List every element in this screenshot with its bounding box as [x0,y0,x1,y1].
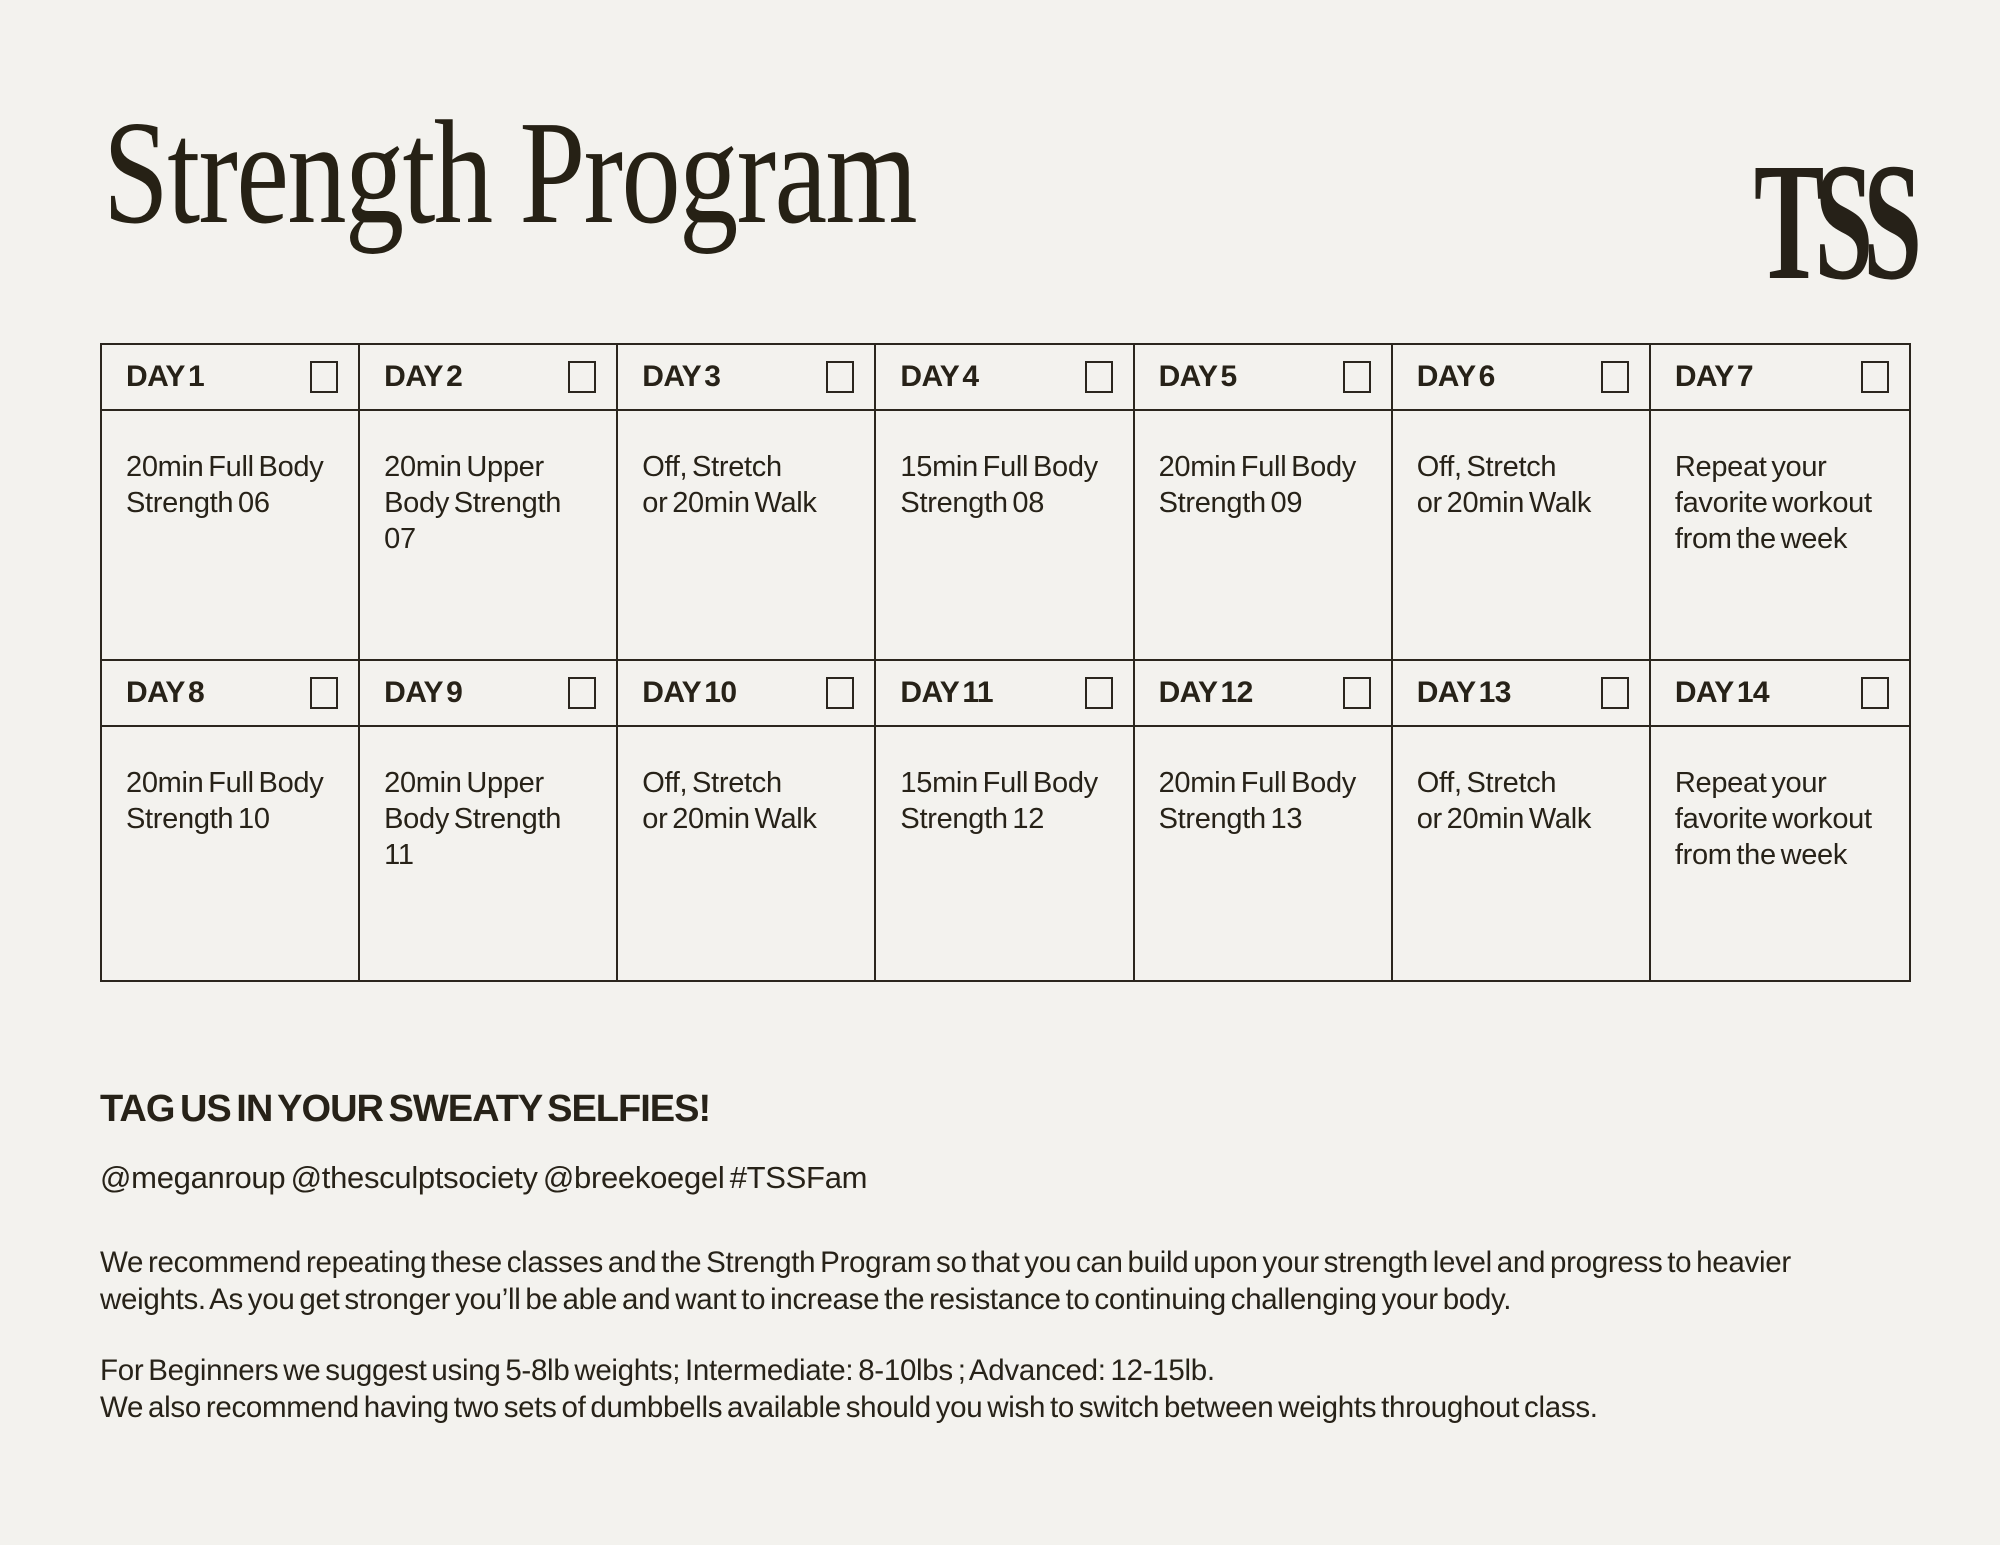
day-checkbox[interactable] [568,677,597,709]
weights-paragraph: For Beginners we suggest using 5-8lb wei… [100,1354,1598,1424]
activity-text: 20min Upper Body Strength 07 [384,451,562,555]
day-checkbox[interactable] [1860,677,1889,709]
day-header-10: DAY 10 [618,661,877,727]
day-activity-2: 20min Upper Body Strength 07 [360,411,619,661]
day-header-9: DAY 9 [360,661,619,727]
day-label: DAY 14 [1674,676,1770,709]
day-checkbox[interactable] [1084,361,1113,393]
activity-text: 15min Full Body Strength 12 [900,767,1098,835]
day-header-5: DAY 5 [1134,345,1393,411]
activity-text: Off, Stretch or 20min Walk [1416,767,1592,835]
activity-text: Repeat your favorite workout from the we… [1674,767,1872,871]
day-activity-1: 20min Full Body Strength 06 [102,411,361,661]
day-label: DAY 13 [1416,676,1512,709]
day-header-4: DAY 4 [876,345,1135,411]
day-label: DAY 8 [126,676,205,709]
day-header-13: DAY 13 [1392,661,1651,727]
day-checkbox[interactable] [1342,361,1371,393]
day-activity-10: Off, Stretch or 20min Walk [618,727,877,980]
day-checkbox[interactable] [1342,677,1371,709]
day-checkbox[interactable] [1084,677,1113,709]
day-activity-6: Off, Stretch or 20min Walk [1392,411,1651,661]
day-label: DAY 6 [1416,360,1496,393]
day-header-1: DAY 1 [102,345,361,411]
day-header-11: DAY 11 [876,661,1135,727]
day-checkbox[interactable] [1860,361,1889,393]
day-activity-7: Repeat your favorite workout from the we… [1650,411,1909,661]
day-label: DAY 10 [642,676,737,709]
activity-text: Off, Stretch or 20min Walk [642,767,817,835]
social-handles: @meganroup @thesculptsociety @breekoegel… [100,1160,868,1195]
day-activity-5: 20min Full Body Strength 09 [1134,411,1393,661]
recommendation-paragraph: We recommend repeating these classes and… [100,1246,1791,1316]
day-label: DAY 3 [642,360,721,393]
day-label: DAY 2 [384,360,463,393]
day-activity-13: Off, Stretch or 20min Walk [1393,727,1651,980]
activity-text: 20min Full Body Strength 13 [1158,767,1357,835]
day-header-3: DAY 3 [618,345,877,411]
day-header-12: DAY 12 [1134,661,1393,727]
day-header-7: DAY 7 [1650,345,1909,411]
day-label: DAY 9 [384,676,463,709]
day-checkbox[interactable] [1600,361,1629,393]
day-label: DAY 12 [1158,676,1254,709]
footer-heading: TAG US IN YOUR SWEATY SELFIES! [100,1088,711,1130]
day-checkbox[interactable] [1600,677,1629,709]
day-label: DAY 5 [1158,360,1238,393]
day-header-14: DAY 14 [1650,661,1909,727]
day-header-8: DAY 8 [102,661,361,727]
day-checkbox[interactable] [310,361,339,393]
activity-text: Off, Stretch or 20min Walk [1416,451,1592,519]
activity-text: 15min Full Body Strength 08 [900,451,1098,519]
day-activity-14: Repeat your favorite workout from the we… [1651,727,1909,980]
day-activity-4: 15min Full Body Strength 08 [876,411,1135,661]
activity-text: 20min Full Body Strength 09 [1158,451,1357,519]
tss-logo: TSS [1753,129,1922,315]
day-label: DAY 11 [900,676,993,709]
page-title: Strength Program [103,91,918,255]
activity-text: 20min Full Body Strength 10 [126,767,324,835]
day-checkbox[interactable] [310,677,339,709]
activity-text: Off, Stretch or 20min Walk [642,451,817,519]
day-activity-12: 20min Full Body Strength 13 [1135,727,1393,980]
day-activity-3: Off, Stretch or 20min Walk [618,411,877,661]
day-header-6: DAY 6 [1392,345,1651,411]
day-header-2: DAY 2 [360,345,619,411]
activity-text: 20min Upper Body Strength 11 [384,767,562,871]
activity-text: 20min Full Body Strength 06 [126,451,324,519]
day-label: DAY 4 [900,360,979,393]
day-activity-9: 20min Upper Body Strength 11 [360,727,619,980]
activity-text: Repeat your favorite workout from the we… [1674,451,1872,555]
day-checkbox[interactable] [826,677,855,709]
day-label: DAY 7 [1674,360,1754,393]
day-checkbox[interactable] [568,361,597,393]
day-activity-11: 15min Full Body Strength 12 [876,727,1135,980]
day-activity-8: 20min Full Body Strength 10 [102,727,361,980]
day-label: DAY 1 [126,360,205,393]
program-calendar: DAY 1 DAY 2 DAY 3 DAY 4 DAY 5 DAY 6 DAY … [100,343,1911,982]
day-checkbox[interactable] [826,361,855,393]
